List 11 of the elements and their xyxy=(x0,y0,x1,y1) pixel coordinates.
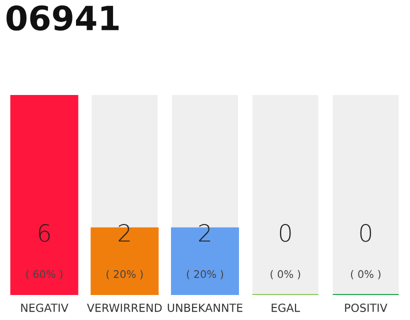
text: 2 ( 20% ) xyxy=(186,224,224,280)
chart-title: 06941 xyxy=(6,5,119,31)
data-label: 0 ( 0% ) xyxy=(270,224,300,280)
text: 2 ( 20% ) xyxy=(106,224,143,280)
data-label: 0 ( 0% ) xyxy=(350,224,380,280)
x-tick-label: UNBEKANNTE xyxy=(168,304,242,312)
x-tick-label: POSITIV xyxy=(345,304,388,312)
x-tick-label: EGAL xyxy=(272,304,300,312)
data-label: 6 ( 60% ) xyxy=(26,224,62,280)
x-tick-label: NEGATIV xyxy=(21,304,68,312)
x-tick-label: VERWIRREND xyxy=(86,304,162,312)
